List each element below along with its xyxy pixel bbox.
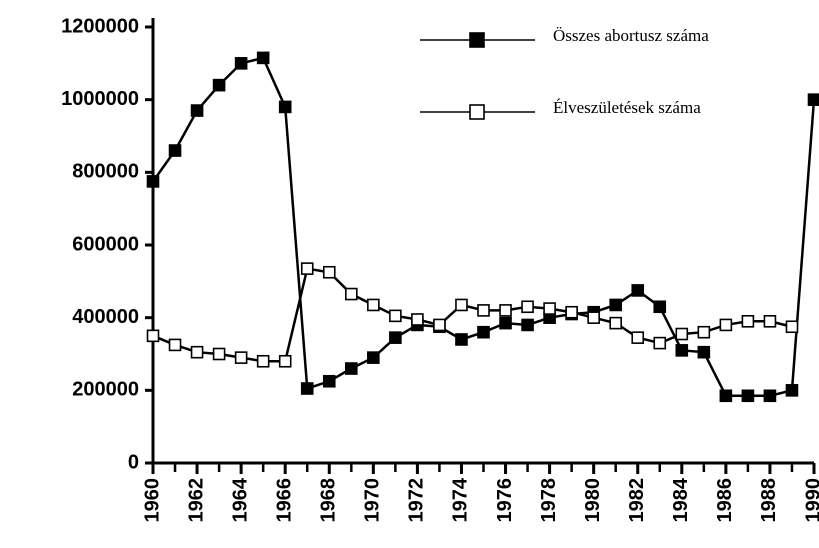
point — [477, 325, 490, 339]
point — [190, 345, 204, 359]
point — [499, 316, 512, 330]
y-tick-label: 1200000 — [61, 15, 139, 37]
point — [565, 305, 578, 319]
point — [455, 298, 468, 312]
point — [256, 354, 270, 368]
point — [763, 389, 777, 403]
y-tick-label: 800000 — [72, 161, 139, 183]
x-tick-label: 1970 — [362, 478, 384, 523]
point — [190, 104, 204, 117]
x-tick-label: 1990 — [802, 478, 819, 523]
point — [587, 311, 600, 324]
point — [367, 351, 380, 364]
y-tick-label: 0 — [128, 451, 139, 473]
point — [719, 389, 733, 403]
point — [609, 298, 623, 312]
x-tick-label: 1976 — [494, 478, 516, 523]
point — [543, 302, 556, 315]
point — [168, 338, 182, 352]
point — [234, 351, 248, 364]
x-tick-label: 1978 — [538, 478, 560, 523]
legend-label: Élveszületések száma — [553, 98, 701, 117]
point — [785, 384, 799, 397]
point — [785, 320, 799, 334]
point — [344, 287, 358, 301]
series-line — [152, 267, 793, 363]
x-tick-label: 1960 — [141, 478, 163, 523]
y-tick-label: 600000 — [72, 233, 139, 255]
x-tick-label: 1968 — [318, 478, 340, 523]
point — [300, 382, 314, 395]
point — [367, 298, 380, 312]
point — [146, 329, 160, 343]
point — [807, 93, 819, 106]
point — [455, 333, 468, 346]
point — [609, 316, 623, 330]
point — [322, 265, 336, 279]
point — [631, 284, 645, 297]
point — [719, 318, 733, 332]
point — [278, 100, 292, 114]
point — [344, 362, 358, 375]
point — [389, 331, 402, 344]
legend-marker — [469, 32, 485, 48]
point — [631, 331, 645, 344]
point — [675, 344, 689, 357]
point — [146, 175, 160, 188]
x-tick-label: 1980 — [582, 478, 604, 523]
point — [322, 374, 336, 388]
point — [212, 347, 226, 361]
y-tick-label: 1000000 — [61, 88, 139, 110]
point — [741, 389, 755, 403]
x-tick-label: 1962 — [185, 478, 207, 523]
point — [741, 314, 755, 328]
point — [521, 300, 534, 314]
point — [300, 262, 314, 275]
x-tick-label: 1972 — [406, 478, 428, 523]
point — [212, 78, 226, 92]
point — [763, 314, 777, 328]
legend-marker — [469, 104, 485, 120]
point — [256, 51, 270, 65]
point — [433, 318, 446, 332]
point — [697, 345, 711, 359]
point — [477, 304, 490, 317]
x-tick-label: 1988 — [758, 478, 780, 523]
x-tick-label: 1974 — [450, 477, 472, 522]
point — [653, 300, 667, 314]
point — [675, 327, 689, 341]
x-tick-label: 1982 — [626, 478, 648, 523]
point — [168, 144, 182, 157]
y-tick-label: 200000 — [72, 379, 139, 401]
x-tick-label: 1964 — [229, 477, 251, 522]
point — [234, 57, 248, 70]
x-tick-label: 1986 — [714, 478, 736, 523]
point — [389, 309, 402, 323]
point — [521, 318, 534, 332]
x-tick-label: 1966 — [273, 478, 295, 523]
point — [499, 304, 512, 317]
legend-label: Összes abortusz száma — [553, 26, 709, 45]
point — [697, 325, 711, 339]
x-tick-label: 1984 — [670, 477, 692, 522]
point — [278, 354, 292, 368]
point — [653, 336, 667, 350]
point — [411, 313, 424, 326]
y-tick-label: 400000 — [72, 306, 139, 328]
